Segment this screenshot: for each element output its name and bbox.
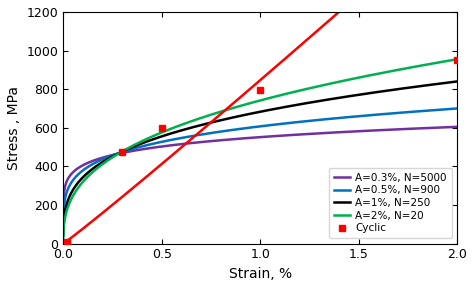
A=1%, N=250: [367, 91, 373, 95]
A=0.5%, N=900: [331, 117, 337, 120]
A=1%, N=250: [219, 118, 225, 122]
A=0.5%, N=900: [374, 113, 380, 116]
A=1%, N=250: [100, 160, 106, 163]
A=1%, N=250: [374, 90, 380, 94]
A=0.5%, N=900: [219, 130, 225, 133]
Cyclic: [454, 58, 460, 62]
A=0.3%, N=5000: [234, 137, 239, 141]
A=0.3%, N=5000: [374, 128, 380, 132]
Cyclic: [159, 126, 164, 130]
A=0.5%, N=900: [60, 224, 66, 228]
A=0.5%, N=900: [454, 107, 460, 110]
A=2%, N=20: [367, 73, 373, 77]
A=2%, N=20: [219, 109, 225, 113]
Cyclic: [119, 150, 125, 154]
A=2%, N=20: [454, 58, 460, 61]
Line: A=0.5%, N=900: A=0.5%, N=900: [63, 109, 457, 226]
A=0.3%, N=5000: [331, 131, 337, 134]
A=1%, N=250: [60, 234, 66, 237]
A=2%, N=20: [60, 237, 66, 240]
A=0.5%, N=900: [367, 113, 373, 117]
A=0.3%, N=5000: [100, 156, 106, 159]
A=2%, N=20: [374, 72, 380, 75]
A=0.3%, N=5000: [454, 125, 460, 128]
Cyclic: [257, 88, 263, 92]
A=0.5%, N=900: [100, 157, 106, 161]
X-axis label: Strain, %: Strain, %: [228, 267, 292, 281]
A=0.5%, N=900: [234, 128, 239, 131]
Legend: A=0.3%, N=5000, A=0.5%, N=900, A=1%, N=250, A=2%, N=20, Cyclic: A=0.3%, N=5000, A=0.5%, N=900, A=1%, N=2…: [329, 168, 452, 238]
A=2%, N=20: [100, 162, 106, 165]
Line: A=1%, N=250: A=1%, N=250: [63, 82, 457, 235]
Line: A=2%, N=20: A=2%, N=20: [63, 59, 457, 239]
A=0.3%, N=5000: [367, 129, 373, 132]
Y-axis label: Stress , MPa: Stress , MPa: [7, 86, 21, 170]
A=0.3%, N=5000: [60, 211, 66, 214]
A=2%, N=20: [234, 105, 239, 109]
Line: Cyclic: Cyclic: [119, 57, 461, 156]
A=0.3%, N=5000: [219, 138, 225, 142]
A=1%, N=250: [454, 80, 460, 83]
Line: A=0.3%, N=5000: A=0.3%, N=5000: [63, 127, 457, 212]
A=2%, N=20: [331, 81, 337, 85]
A=1%, N=250: [234, 115, 239, 118]
A=1%, N=250: [331, 97, 337, 101]
